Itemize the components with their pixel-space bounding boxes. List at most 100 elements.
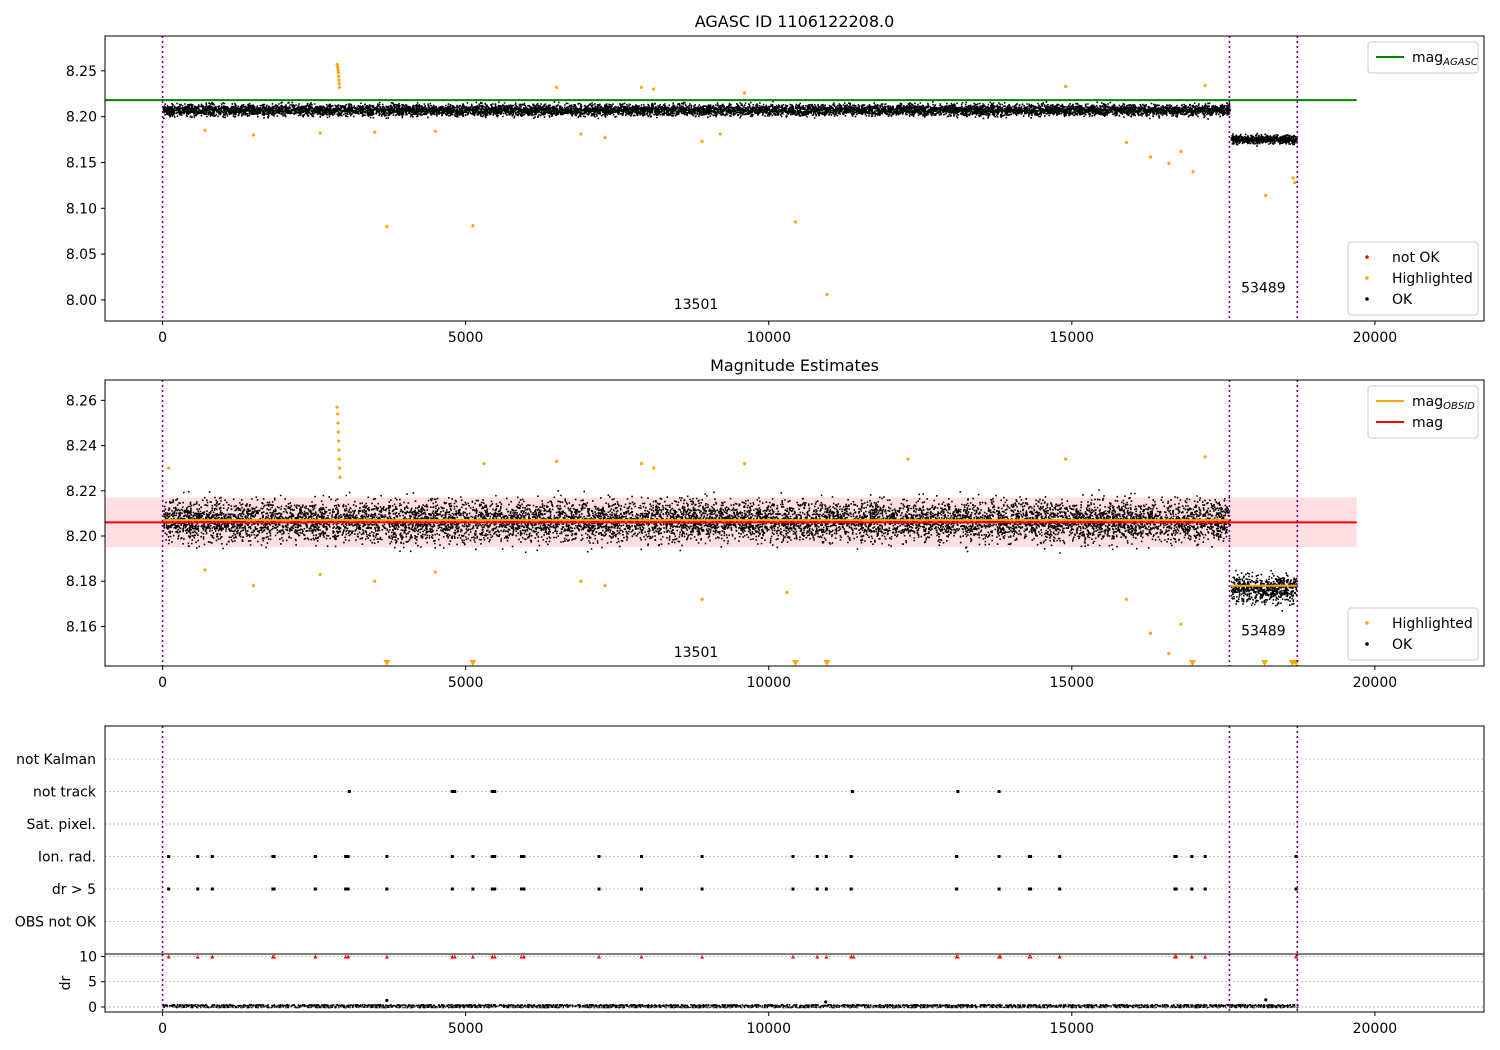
point-highlighted: [1149, 155, 1153, 159]
flag-point: [490, 790, 494, 793]
point-highlighted: [579, 132, 583, 136]
flag-point: [1203, 887, 1207, 891]
dr-capped-point: [313, 954, 318, 959]
flag-point: [597, 887, 601, 891]
point-highlighted: [1064, 457, 1068, 461]
axes-2: 8.16 8.18 8.20 8.22 8.24 8.26 0 5000 10000 15000 2…: [66, 356, 1485, 691]
point-highlighted: [337, 74, 341, 78]
chart-title: AGASC ID 1106122208.0: [695, 12, 895, 31]
point-highlighted: [336, 421, 340, 425]
x-tick-label: 5000: [448, 675, 484, 691]
point-highlighted: [433, 570, 437, 574]
x-tick-label: 0: [158, 1021, 167, 1037]
point-highlighted: [700, 139, 704, 143]
point-highlighted: [554, 85, 559, 89]
y-axis-label: dr: [58, 975, 74, 990]
point-highlighted: [1179, 622, 1183, 626]
legend-label: OK: [1392, 292, 1413, 308]
point-highlighted: [337, 439, 341, 443]
legend: magAGASC: [1367, 41, 1479, 74]
flag-point: [385, 855, 389, 858]
x-tick-label: 20000: [1353, 330, 1398, 346]
point-dr: [1264, 998, 1268, 1002]
flag-point: [167, 855, 171, 858]
flag-point: [450, 887, 454, 891]
flag-point: [955, 855, 959, 858]
y-tick-label: 8.18: [66, 574, 97, 590]
y-tick-label: 8.22: [66, 484, 97, 500]
point-highlighted: [318, 572, 322, 577]
flag-row-label: Sat. pixel.: [27, 817, 96, 833]
ok-points: [1230, 569, 1298, 612]
x-tick-label: 20000: [1353, 1021, 1398, 1037]
dr-capped-point: [1294, 954, 1299, 959]
flag-point: [490, 887, 494, 891]
point-highlighted: [336, 430, 340, 434]
dr-capped-point: [166, 954, 171, 959]
point-highlighted: [1291, 176, 1295, 180]
point-highlighted: [337, 78, 341, 82]
point-highlighted: [337, 466, 342, 470]
x-tick-label: 15000: [1050, 1021, 1095, 1037]
flag-point: [956, 790, 960, 793]
dr-capped-point: [346, 954, 351, 959]
point-highlighted: [639, 462, 644, 466]
flag-point: [1190, 855, 1194, 858]
segment-annotation: 13501: [674, 297, 719, 313]
flag-point: [450, 855, 454, 858]
flag-point: [196, 855, 200, 858]
axes-frame: [104, 379, 1485, 667]
flag-point: [791, 855, 795, 858]
flag-point: [313, 855, 317, 858]
flag-point: [347, 790, 351, 793]
flag-point: [1294, 887, 1298, 891]
point-highlighted: [203, 128, 207, 132]
flag-row-label: Ion. rad.: [38, 850, 96, 866]
flag-point: [493, 855, 497, 858]
flag-point: [997, 790, 1001, 793]
flag-point: [210, 887, 214, 891]
dr-points: [162, 1003, 1299, 1009]
flag-point: [522, 887, 526, 891]
flag-point: [997, 887, 1001, 891]
x-tick-label: 5000: [448, 330, 484, 346]
y-tick-label: 0: [88, 1000, 97, 1016]
flag-row-label: not track: [33, 785, 97, 801]
legend-frame: [1347, 241, 1479, 316]
point-highlighted: [639, 85, 644, 89]
point-highlighted: [336, 412, 340, 416]
point-highlighted: [825, 292, 829, 297]
point-highlighted: [785, 590, 789, 595]
axes-1: 8.00 8.05 8.10 8.15 8.20 8.25 0 5000 10000 15000 2…: [66, 12, 1485, 346]
point-highlighted: [251, 133, 256, 137]
point-highlighted: [1264, 193, 1268, 198]
segment-annotation: 53489: [1241, 623, 1286, 639]
point-highlighted: [203, 568, 207, 572]
segment-annotation: 53489: [1241, 281, 1286, 297]
point-highlighted: [337, 85, 342, 89]
point-highlighted: [579, 579, 583, 583]
point-highlighted: [1167, 161, 1171, 165]
flag-row-label: not Kalman: [16, 752, 96, 768]
legend: Highlighted OK: [1347, 607, 1479, 661]
point-highlighted: [700, 597, 704, 601]
point-highlighted: [1203, 455, 1207, 459]
flag-point: [519, 855, 523, 858]
y-tick-label: 8.00: [66, 293, 97, 309]
legend-swatch: [1365, 255, 1369, 259]
dr-capped-point: [521, 954, 526, 959]
dr-capped-point: [998, 954, 1003, 959]
legend-label-text: Highlighted: [1392, 271, 1473, 287]
flag-point: [815, 855, 819, 858]
dr-capped-point: [470, 954, 475, 959]
point-highlighted: [337, 82, 341, 86]
point-highlighted: [318, 131, 322, 135]
flag-point: [1058, 887, 1062, 891]
flag-point: [196, 887, 200, 891]
x-tick-label: 15000: [1050, 675, 1095, 691]
y-tick-label: 5: [88, 975, 97, 991]
offscale-marker: [469, 660, 477, 666]
point-highlighted: [1064, 84, 1068, 89]
